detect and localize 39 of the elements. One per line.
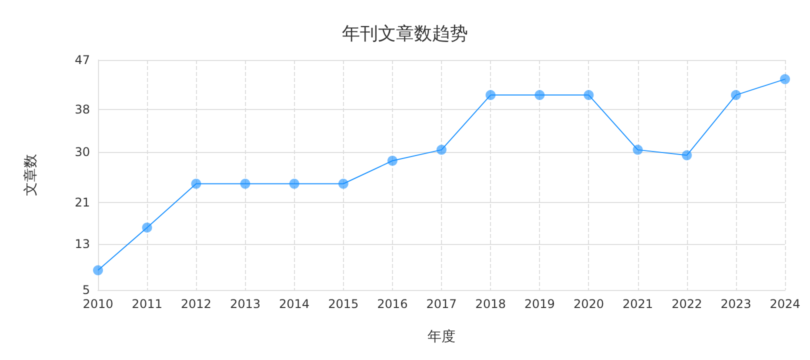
x-tick-label: 2017	[426, 297, 457, 311]
point	[289, 178, 300, 189]
x-tick-label: 2020	[573, 297, 604, 311]
x-tick-label: 2011	[132, 297, 162, 311]
x-tick-label: 2018	[475, 297, 506, 311]
y-tick-label: 30	[74, 145, 90, 159]
x-tick-label: 2022	[672, 297, 702, 311]
x-tick-label: 2023	[720, 297, 752, 311]
x-tick-label: 2016	[377, 297, 408, 311]
y-axis-title: 文章数	[23, 154, 39, 196]
point	[632, 144, 643, 155]
point	[682, 150, 692, 160]
point	[780, 74, 790, 84]
x-tick-label: 2015	[328, 297, 359, 311]
point	[142, 222, 152, 233]
x-tick-label: 2010	[82, 297, 114, 311]
y-tick-label: 38	[74, 102, 90, 116]
chart-title: 年刊文章数趋势	[342, 24, 468, 44]
x-tick-label: 2012	[180, 297, 212, 311]
point	[584, 90, 594, 100]
x-tick-label: 2013	[230, 297, 260, 311]
x-axis-title: 年度	[428, 329, 456, 345]
point	[387, 156, 398, 166]
point	[93, 265, 103, 276]
point	[240, 178, 250, 189]
y-tick-label: 21	[74, 195, 90, 210]
y-tick-label: 47	[74, 53, 90, 67]
point	[486, 90, 496, 100]
point	[436, 144, 446, 155]
x-tick-label: 2021	[622, 297, 654, 311]
point	[534, 90, 545, 100]
y-tick-label: 13	[74, 237, 90, 251]
x-tick-label: 2019	[524, 297, 555, 311]
x-tick-label: 2014	[279, 297, 310, 311]
point	[730, 90, 741, 100]
y-tick-label: 5	[82, 283, 90, 297]
x-tick-label: 2024	[770, 297, 800, 311]
point	[191, 178, 202, 189]
point	[338, 178, 348, 189]
